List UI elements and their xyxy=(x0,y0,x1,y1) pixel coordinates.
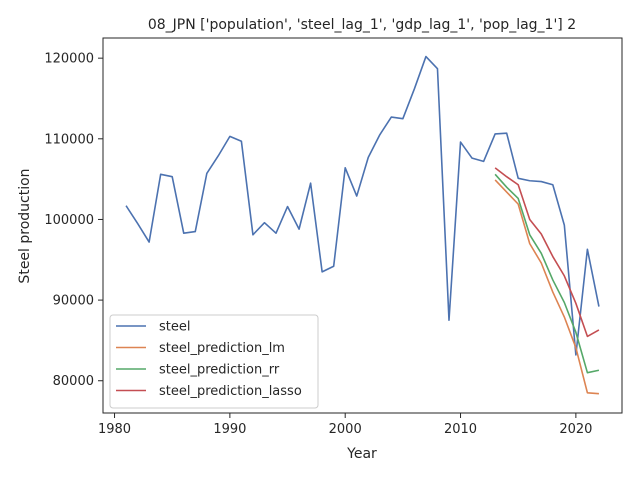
legend-label: steel_prediction_lm xyxy=(159,341,285,356)
series-line-steel xyxy=(125,55,600,356)
y-tick-label: 90000 xyxy=(53,294,94,309)
x-tick-label: 2010 xyxy=(444,422,477,437)
x-axis-label: Year xyxy=(346,446,377,462)
x-tick-label: 2020 xyxy=(559,422,592,437)
plot-lines xyxy=(125,55,600,395)
legend-box xyxy=(109,314,319,409)
chart-title: 08_JPN ['population', 'steel_lag_1', 'gd… xyxy=(148,17,576,33)
y-tick-label: 100000 xyxy=(44,213,94,228)
series-line-steel-prediction-lasso xyxy=(494,167,600,338)
legend-label: steel_prediction_rr xyxy=(159,363,280,378)
legend: steel steel_prediction_lm steel_prediction… xyxy=(109,314,319,409)
y-tick-label: 110000 xyxy=(44,132,94,147)
series-line-steel-prediction-rr xyxy=(494,173,600,374)
x-tick-label: 1980 xyxy=(98,422,131,437)
x-tick-label: 2000 xyxy=(329,422,362,437)
y-axis-label: Steel production xyxy=(17,168,33,283)
x-tick-label: 1990 xyxy=(213,422,246,437)
plot-frame xyxy=(102,37,623,414)
y-axis-ticks: 80000 90000 100000 110000 120000 xyxy=(44,52,103,389)
series-line-steel-prediction-lm xyxy=(494,179,599,395)
legend-label: steel_prediction_lasso xyxy=(159,384,302,399)
legend-label: steel xyxy=(159,320,190,335)
x-axis-ticks: 1980 1990 2000 2010 2020 xyxy=(98,413,592,437)
y-tick-label: 120000 xyxy=(44,52,94,67)
y-tick-label: 80000 xyxy=(53,374,94,389)
